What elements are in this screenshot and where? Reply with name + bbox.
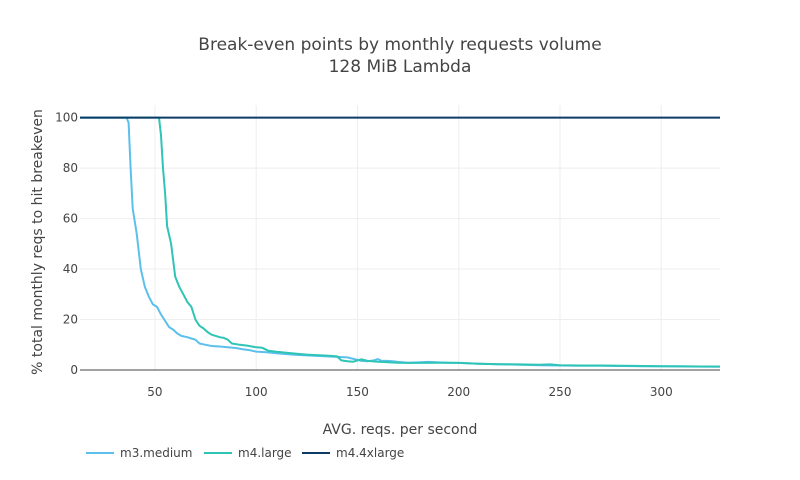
y-tick-label: 100 bbox=[55, 111, 78, 125]
x-tick-label: 300 bbox=[650, 385, 673, 399]
x-tick-label: 50 bbox=[147, 385, 162, 399]
legend-label: m4.4xlarge bbox=[336, 446, 404, 460]
y-axis-title: % total monthly reqs to hit breakeven bbox=[30, 109, 46, 375]
x-tick-label: 250 bbox=[549, 385, 572, 399]
tick-labels: 0 20 40 60 80 100 50 100 150 200 250 300 bbox=[55, 111, 673, 399]
series-layer bbox=[80, 116, 721, 368]
chart-title: Break-even points by monthly requests vo… bbox=[198, 35, 601, 55]
series-line-m3-medium bbox=[80, 116, 721, 368]
legend-label: m4.large bbox=[238, 446, 292, 460]
x-tick-label: 150 bbox=[346, 385, 369, 399]
legend: m3.medium m4.large m4.4xlarge bbox=[86, 446, 404, 460]
y-tick-label: 0 bbox=[70, 363, 78, 377]
y-tick-label: 80 bbox=[63, 161, 78, 175]
x-tick-label: 200 bbox=[447, 385, 470, 399]
legend-label: m3.medium bbox=[120, 446, 192, 460]
x-tick-label: 100 bbox=[245, 385, 268, 399]
x-axis-title: AVG. reqs. per second bbox=[323, 422, 478, 438]
grid bbox=[80, 105, 720, 371]
y-tick-label: 20 bbox=[63, 313, 78, 327]
chart-subtitle: 128 MiB Lambda bbox=[329, 57, 472, 77]
y-tick-label: 40 bbox=[63, 262, 78, 276]
series-line-m4-large bbox=[80, 116, 720, 368]
y-tick-label: 60 bbox=[63, 212, 78, 226]
